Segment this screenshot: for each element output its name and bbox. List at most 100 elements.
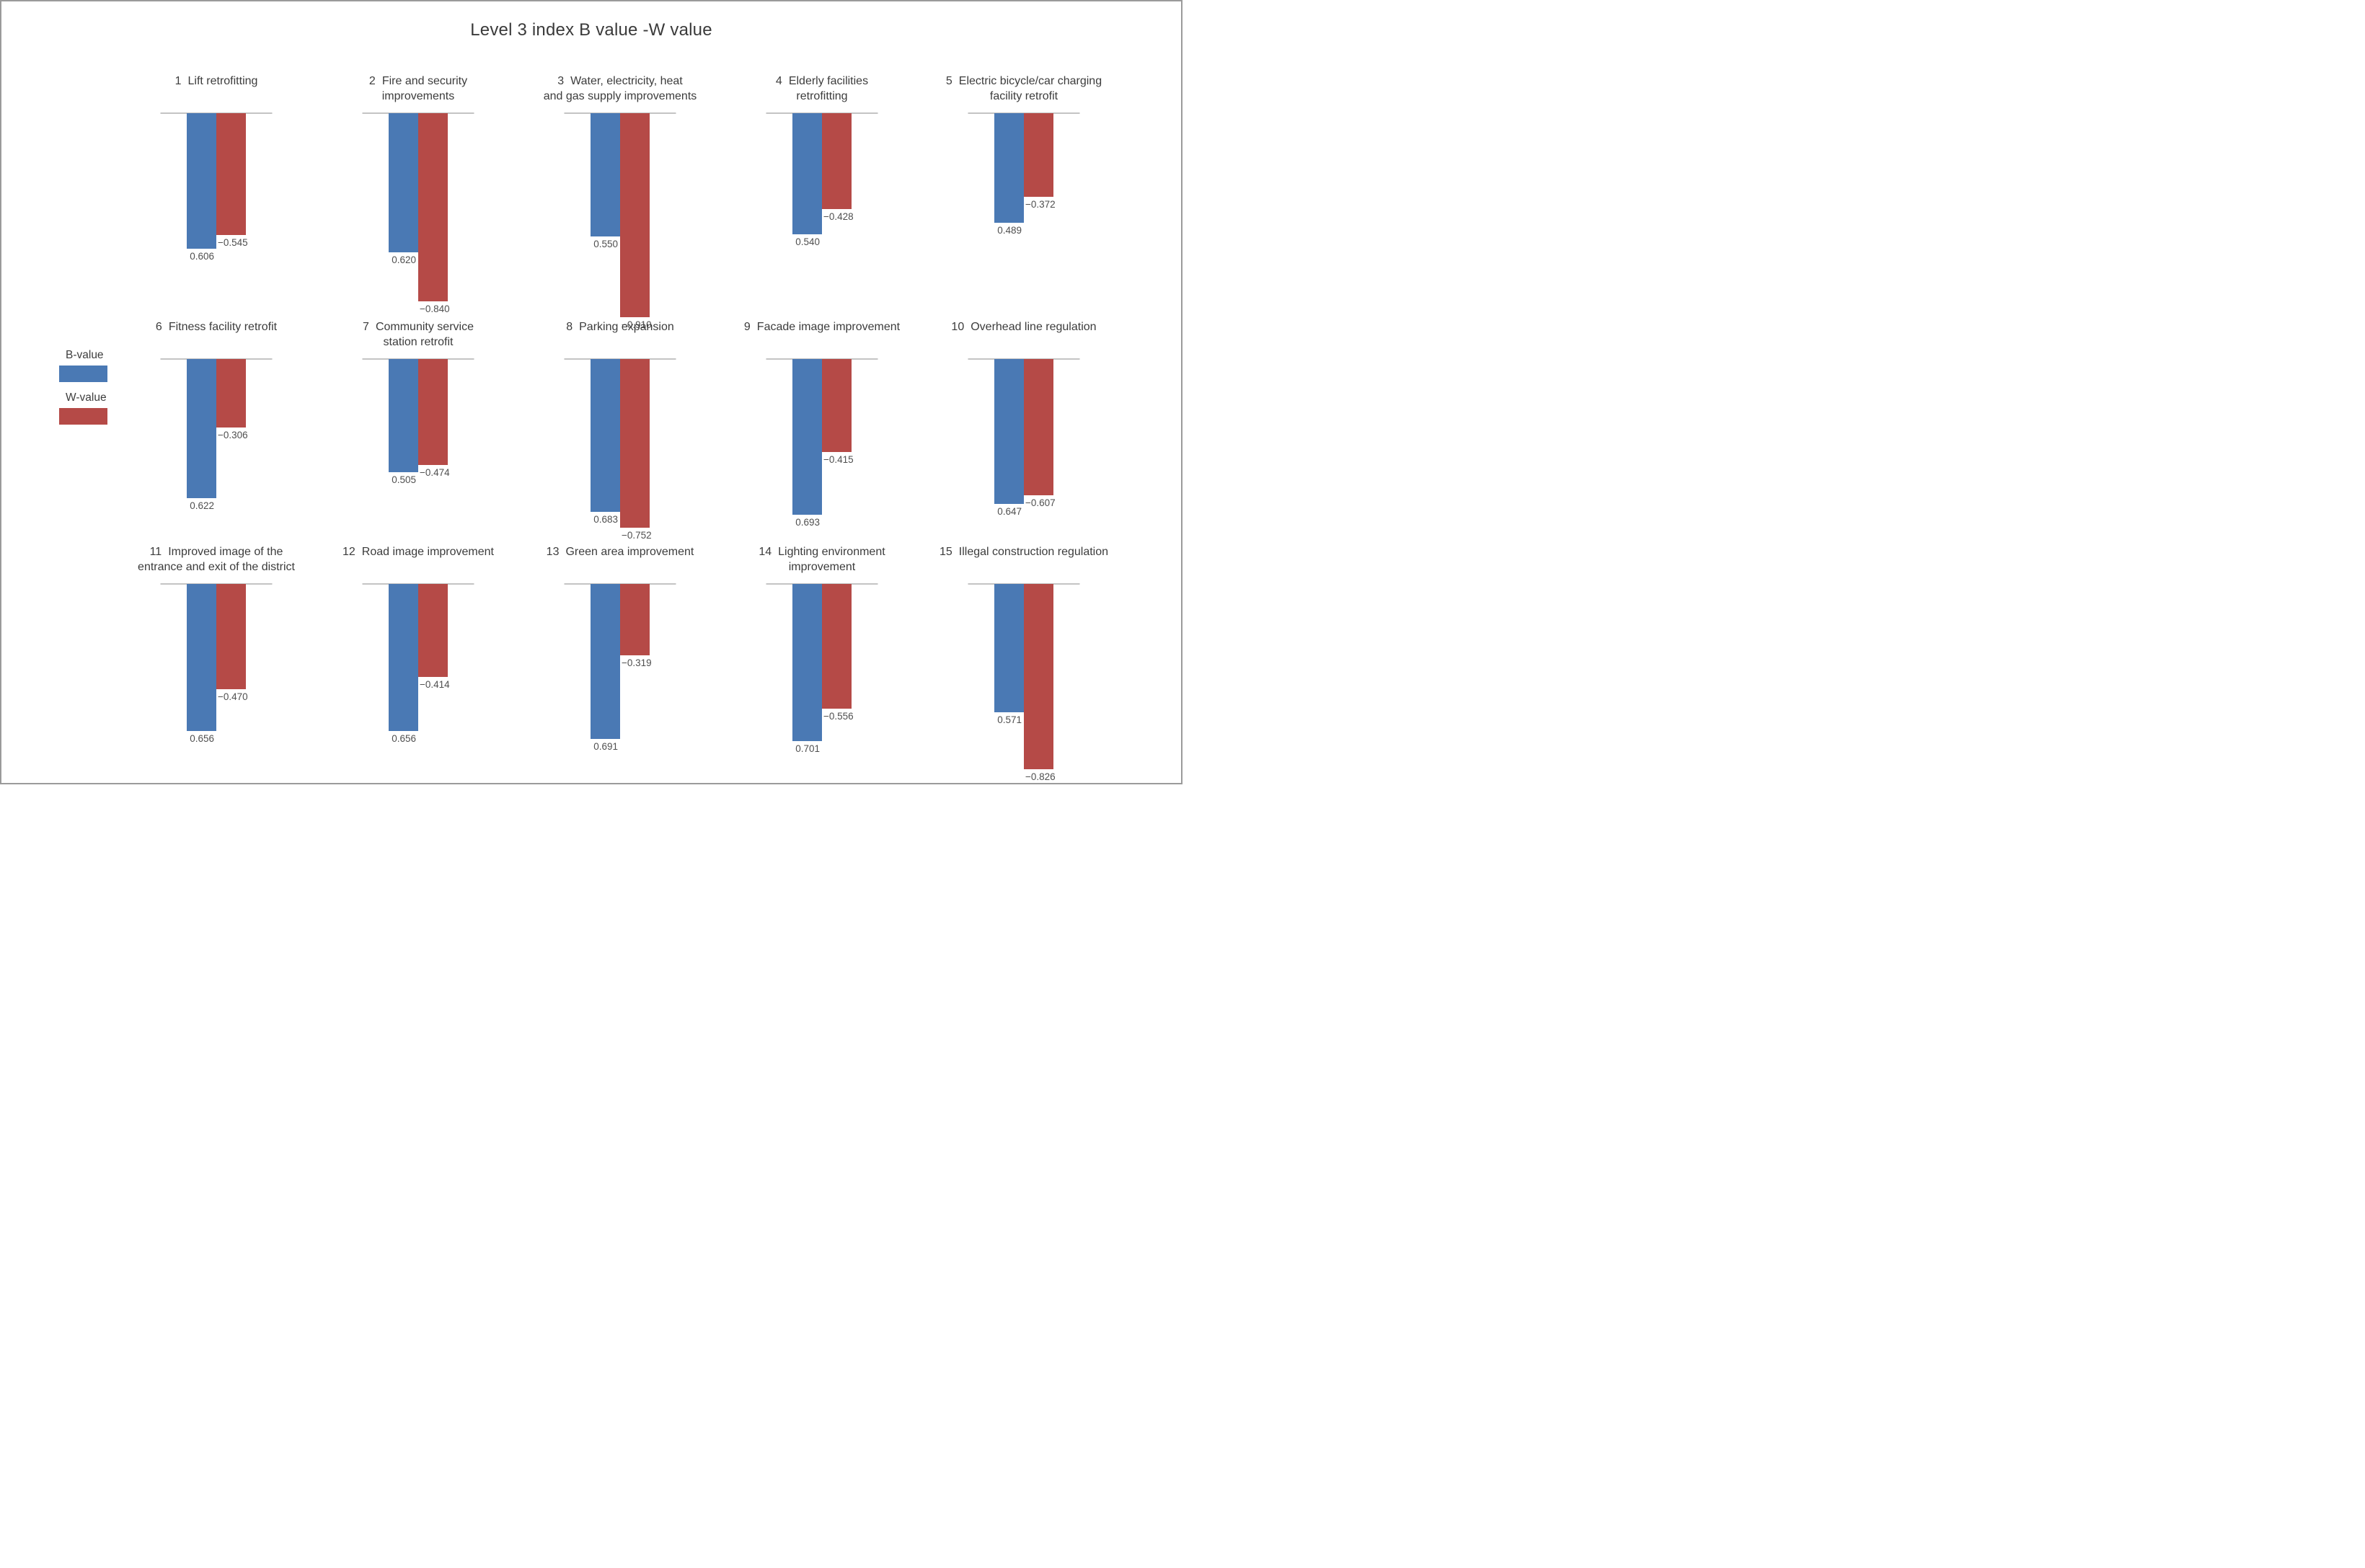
- subplot-1: 1 Lift retrofitting 0.606 −0.545: [115, 65, 317, 311]
- w-value-label: −0.306: [218, 430, 248, 440]
- subplot-3: 3 Water, electricity, heat and gas supply…: [519, 65, 721, 330]
- subplot-5: 5 Electric bicycle/car charging facility …: [923, 65, 1125, 311]
- subplot-label: Lighting environment: [778, 546, 885, 558]
- subplot-plot-area: 0.606 −0.545: [115, 112, 317, 311]
- b-value-label: 0.606: [190, 251, 214, 262]
- subplot-title: 9 Facade image improvement: [721, 319, 923, 354]
- subplot-label: Elderly facilities: [788, 75, 869, 87]
- w-value-label: −0.840: [420, 304, 450, 314]
- subplot-plot-area: 0.656 −0.470: [115, 583, 317, 777]
- b-value-label: 0.656: [190, 733, 214, 744]
- w-value-label: −0.415: [823, 454, 854, 465]
- subplot-title: 10 Overhead line regulation: [923, 319, 1125, 354]
- b-value-label: 0.489: [997, 225, 1022, 236]
- b-value-label: 0.622: [190, 500, 214, 511]
- subplot-9: 9 Facade image improvement 0.693 −0.415: [721, 311, 923, 536]
- subplot-title: 15 Illegal construction regulation: [923, 544, 1125, 579]
- subplot-number: 3: [557, 75, 565, 87]
- subplot-plot-area: 0.683 −0.752: [519, 358, 721, 541]
- b-value-label: 0.683: [593, 514, 618, 525]
- w-value-label: −0.607: [1025, 497, 1056, 508]
- b-value-label: 0.693: [795, 517, 820, 528]
- subplot-title: 6 Fitness facility retrofit: [115, 319, 317, 354]
- subplot-title: 12 Road image improvement: [317, 544, 519, 579]
- subplot-title: 13 Green area improvement: [519, 544, 721, 579]
- legend-item-b: B-value: [59, 349, 182, 382]
- subplot-title: 1 Lift retrofitting: [115, 74, 317, 108]
- w-value-bar: [822, 584, 852, 709]
- b-value-bar: [994, 359, 1024, 504]
- w-value-bar: [216, 359, 246, 428]
- subplot-label: Facade image improvement: [756, 321, 901, 333]
- b-value-bar: [389, 359, 418, 472]
- b-value-label: 0.691: [593, 741, 618, 752]
- subplot-number: 5: [945, 75, 952, 87]
- subplot-6: 6 Fitness facility retrofit 0.622 −0.306: [115, 311, 317, 536]
- b-value-bar: [994, 584, 1024, 712]
- subplot-label-line2: entrance and exit of the district: [138, 561, 295, 573]
- subplot-number: 13: [546, 546, 560, 558]
- b-value-bar: [187, 113, 216, 249]
- subplot-label: Water, electricity, heat: [570, 75, 683, 87]
- subplot-number: 12: [342, 546, 355, 558]
- legend: B-value W-value: [59, 349, 182, 425]
- subplot-number: 6: [155, 321, 162, 333]
- subplot-label-line2: improvement: [788, 561, 856, 573]
- subplot-4: 4 Elderly facilities retrofitting 0.540 −…: [721, 65, 923, 311]
- w-value-bar: [822, 359, 852, 452]
- subplot-title: 5 Electric bicycle/car charging facility …: [923, 74, 1125, 108]
- subplot-13: 13 Green area improvement 0.691 −0.319: [519, 536, 721, 777]
- subplot-label: Parking expansion: [579, 321, 674, 333]
- subplot-number: 4: [775, 75, 782, 87]
- w-value-label: −0.474: [420, 467, 450, 478]
- subplot-number: 7: [363, 321, 369, 333]
- subplot-label-line2: facility retrofit: [989, 90, 1058, 102]
- b-value-label: 0.647: [997, 506, 1022, 517]
- subplot-number: 8: [566, 321, 573, 333]
- subplot-plot-area: 0.620 −0.840: [317, 112, 519, 314]
- subplot-title: 4 Elderly facilities retrofitting: [721, 74, 923, 108]
- figure-canvas: Level 3 index B value -W value B-value W…: [0, 0, 1182, 784]
- w-value-label: −0.910: [622, 319, 652, 330]
- subplot-label: Community service: [375, 321, 474, 333]
- w-value-label: −0.556: [823, 711, 854, 722]
- subplot-14: 14 Lighting environment improvement 0.701…: [721, 536, 923, 777]
- subplot-label: Lift retrofitting: [187, 75, 258, 87]
- b-value-bar: [792, 584, 822, 741]
- w-value-label: −0.752: [622, 530, 652, 541]
- b-value-label: 0.505: [392, 474, 416, 485]
- w-value-label: −0.414: [420, 679, 450, 690]
- w-value-label: −0.470: [218, 691, 248, 702]
- subplot-title: 2 Fire and security improvements: [317, 74, 519, 108]
- subplot-label: Fire and security: [381, 75, 468, 87]
- b-value-bar: [187, 359, 216, 498]
- subplot-grid: 1 Lift retrofitting 0.606 −0.545 2 Fire an…: [115, 65, 1125, 782]
- subplot-number: 15: [939, 546, 952, 558]
- legend-label-w: W-value: [66, 391, 107, 404]
- subplot-label: Electric bicycle/car charging: [958, 75, 1102, 87]
- w-value-bar: [1024, 113, 1053, 197]
- w-value-label: −0.545: [218, 237, 248, 248]
- subplot-number: 2: [368, 75, 376, 87]
- subplot-8: 8 Parking expansion 0.683 −0.752: [519, 311, 721, 541]
- subplot-label-line2: and gas supply improvements: [543, 90, 697, 102]
- subplot-11: 11 Improved image of the entrance and exi…: [115, 536, 317, 777]
- subplot-15: 15 Illegal construction regulation 0.571 …: [923, 536, 1125, 782]
- w-value-label: −0.372: [1025, 199, 1056, 210]
- w-value-bar: [418, 584, 448, 677]
- subplot-10: 10 Overhead line regulation 0.647 −0.607: [923, 311, 1125, 536]
- subplot-number: 9: [743, 321, 751, 333]
- b-value-label: 0.620: [392, 254, 416, 265]
- w-value-bar: [216, 113, 246, 235]
- chart-title: Level 3 index B value -W value: [470, 20, 712, 40]
- w-value-label: −0.826: [1025, 771, 1056, 782]
- subplot-7: 7 Community service station retrofit 0.50…: [317, 311, 519, 536]
- subplot-label-line2: station retrofit: [383, 336, 454, 348]
- subplot-label: Green area improvement: [565, 546, 694, 558]
- subplot-label: Road image improvement: [361, 546, 494, 558]
- b-value-bar: [187, 584, 216, 731]
- b-value-bar: [994, 113, 1024, 223]
- b-value-bar: [389, 113, 418, 252]
- subplot-label: Improved image of the: [168, 546, 283, 558]
- subplot-label: Overhead line regulation: [971, 321, 1097, 333]
